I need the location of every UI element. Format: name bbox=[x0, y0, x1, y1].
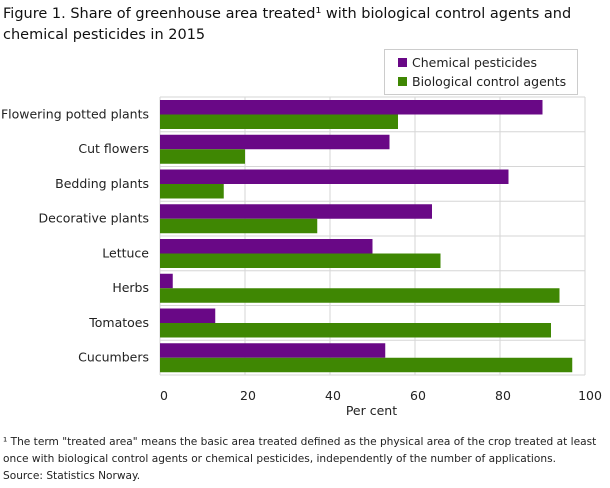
bar-biological bbox=[160, 253, 441, 268]
bar-chemical bbox=[160, 134, 390, 150]
bar-chemical bbox=[160, 100, 543, 115]
legend: Chemical pesticides Biological control a… bbox=[384, 49, 578, 95]
y-category-label: Flowering potted plants bbox=[1, 106, 149, 121]
chart-title: Figure 1. Share of greenhouse area treat… bbox=[3, 6, 572, 43]
bar-biological bbox=[160, 184, 224, 199]
x-axis-label: Per cent bbox=[346, 403, 397, 418]
footnote: ¹ The term "treated area" means the basi… bbox=[3, 436, 597, 465]
bar-biological bbox=[160, 114, 398, 129]
bar-biological bbox=[160, 323, 551, 338]
bar-biological bbox=[160, 218, 318, 234]
y-category-label: Herbs bbox=[112, 280, 149, 295]
bar-chemical bbox=[160, 343, 386, 358]
y-category-label: Tomatoes bbox=[88, 315, 149, 330]
legend-label: Biological control agents bbox=[412, 74, 567, 89]
plot-area: 0 20 40 60 80 100 Flowering potted plants Cut f… bbox=[1, 96, 602, 418]
x-tick-label: 40 bbox=[325, 388, 341, 403]
x-tick-label: 100 bbox=[578, 388, 602, 403]
legend-item-chemical[interactable]: Chemical pesticides bbox=[398, 55, 537, 70]
bar-chemical bbox=[160, 204, 432, 219]
source: Source: Statistics Norway. bbox=[3, 470, 141, 482]
x-tick-label: 20 bbox=[240, 388, 256, 403]
bar-chemical bbox=[160, 308, 216, 323]
legend-label: Chemical pesticides bbox=[412, 55, 537, 70]
bar-chemical bbox=[160, 169, 509, 184]
x-tick-label: 80 bbox=[495, 388, 511, 403]
bar-chemical bbox=[160, 273, 173, 289]
y-category-label: Cut flowers bbox=[78, 141, 149, 156]
x-tick-label: 60 bbox=[410, 388, 426, 403]
x-tick-label: 0 bbox=[160, 388, 168, 403]
bar-biological bbox=[160, 357, 573, 373]
legend-swatch-biological bbox=[398, 77, 407, 86]
bar-biological bbox=[160, 288, 560, 303]
legend-item-biological[interactable]: Biological control agents bbox=[398, 74, 566, 89]
y-category-label: Cucumbers bbox=[78, 350, 149, 365]
bar-chemical bbox=[160, 239, 373, 254]
y-category-label: Decorative plants bbox=[39, 211, 149, 226]
bar-biological bbox=[160, 149, 245, 164]
y-category-label: Lettuce bbox=[102, 245, 149, 260]
y-category-label: Bedding plants bbox=[55, 176, 149, 191]
legend-swatch-chemical bbox=[398, 58, 407, 67]
